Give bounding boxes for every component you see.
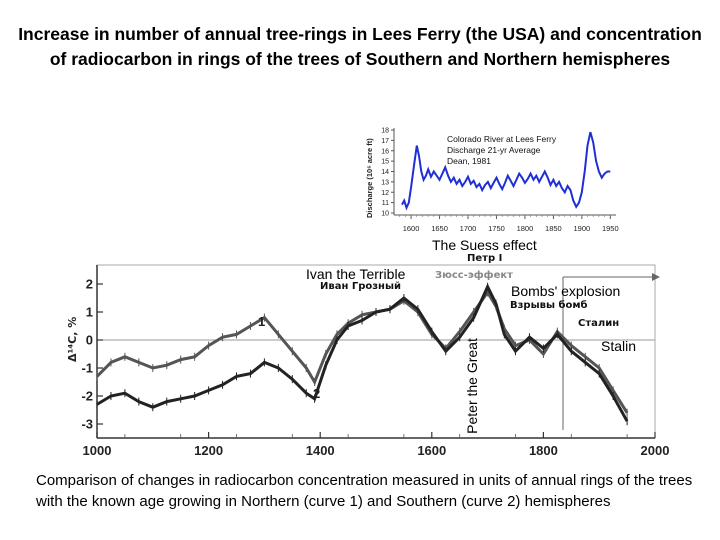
- russian-label-suess: Зюсс-эффект: [435, 270, 513, 281]
- label-ivan-the-terrible: Ivan the Terrible: [306, 266, 406, 282]
- top-chart-source: Dean, 1981: [447, 156, 491, 166]
- top-x-tick-label: 1700: [460, 224, 477, 233]
- top-y-tick-label: 10: [381, 211, 389, 218]
- discharge-series-line: [401, 131, 611, 211]
- radiocarbon-chart: 1000 1200 1400 1600 1800 2000 -3 -2 -1 0 1 2 Δ¹⁴C, …: [66, 264, 670, 458]
- top-x-tick-label: 1600: [403, 224, 420, 233]
- slide-title: Increase in number of annual tree-rings …: [0, 22, 720, 72]
- slide-title-line-2: of radiocarbon in rings of the trees of …: [49, 49, 671, 69]
- bottom-y-tick-label: -1: [81, 361, 93, 376]
- bottom-y-tick-label: 1: [86, 305, 93, 320]
- top-x-tick-label: 1900: [574, 224, 591, 233]
- top-y-tick-label: 14: [381, 169, 389, 176]
- top-chart-title: Colorado River at Lees Ferry: [447, 134, 557, 144]
- bombs-arrowhead: [652, 273, 660, 281]
- top-y-tick-label: 18: [381, 128, 389, 135]
- label-peter-the-great: Peter the Great: [463, 338, 480, 434]
- bottom-y-tick-label: -2: [81, 389, 93, 404]
- bottom-y-tick-label: 2: [86, 277, 93, 292]
- bottom-y-tick-label: 0: [86, 333, 93, 348]
- bottom-x-tick-label: 1600: [417, 443, 446, 458]
- label-bombs-explosion: Bombs' explosion: [511, 283, 621, 299]
- top-x-tick-label: 1950: [602, 224, 619, 233]
- series-label-2: 2: [313, 386, 320, 401]
- top-x-tick-label: 1850: [545, 224, 562, 233]
- bottom-y-tick-label: -3: [81, 417, 93, 432]
- top-chart-subtitle: Discharge 21-yr Average: [447, 145, 541, 155]
- label-stalin: Stalin: [601, 338, 637, 354]
- colorado-river-chart: 1600 1650 1700 1750 1800 1850 1900 1950 10 11 12 13…: [365, 128, 619, 234]
- bottom-x-tick-label: 1200: [194, 443, 223, 458]
- bottom-x-tick-label: 1000: [83, 443, 112, 458]
- top-y-tick-label: 16: [381, 148, 389, 155]
- series-label-1: 1: [258, 314, 265, 329]
- top-x-tick-label: 1800: [517, 224, 534, 233]
- russian-label-bombs: Взрывы бомб: [510, 300, 588, 311]
- top-y-tick-label: 17: [381, 138, 389, 145]
- figure-caption: Comparison of changes in radiocarbon con…: [36, 472, 693, 510]
- bottom-x-tick-label: 1400: [306, 443, 335, 458]
- top-y-tick-label: 13: [381, 179, 389, 186]
- label-suess-effect: The Suess effect: [432, 237, 537, 253]
- top-y-tick-label: 11: [382, 200, 389, 207]
- bottom-x-tick-label: 2000: [641, 443, 670, 458]
- slide-title-line-1: Increase in number of annual tree-rings …: [18, 24, 702, 44]
- russian-label-stalin: Сталин: [578, 318, 620, 329]
- russian-label-peter: Петр I: [467, 253, 503, 264]
- bottom-x-tick-label: 1800: [529, 443, 558, 458]
- top-x-tick-label: 1750: [488, 224, 505, 233]
- top-y-tick-label: 15: [381, 159, 389, 166]
- russian-label-ivan: Иван Грозный: [320, 281, 402, 292]
- bottom-y-axis-label: Δ¹⁴C, %: [66, 317, 79, 362]
- top-y-axis-label: Discharge (10⁶ acre ft): [365, 138, 374, 218]
- top-x-tick-label: 1650: [431, 224, 448, 233]
- top-y-tick-label: 12: [381, 190, 389, 197]
